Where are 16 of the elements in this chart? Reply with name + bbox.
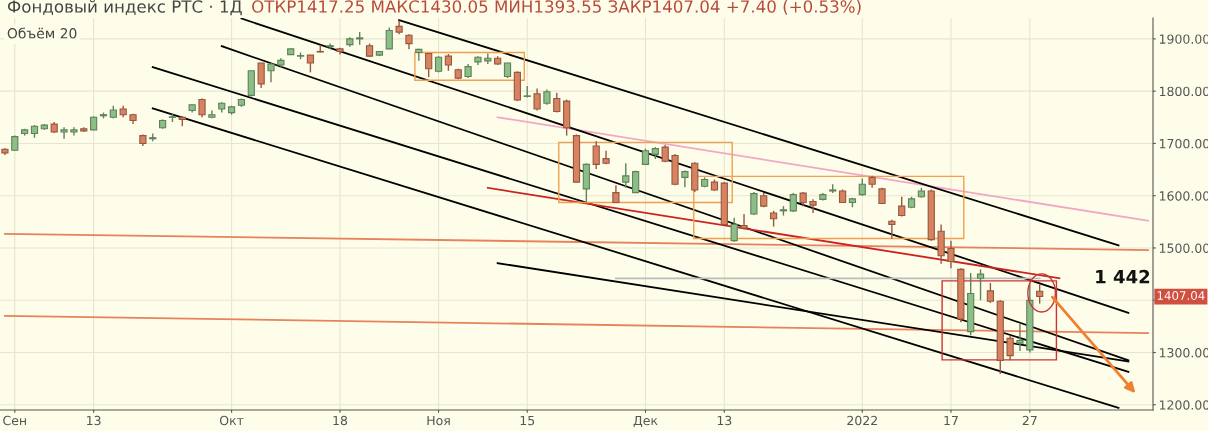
x-tick-label: 18 <box>333 415 348 426</box>
chart-title: Фондовый индекс РТС · 1Д <box>7 0 242 16</box>
x-tick-label: 13 <box>717 415 732 426</box>
text: 1 442 <box>1096 269 1150 284</box>
x-tick-label: Окт <box>219 415 244 426</box>
x-tick-label: Ноя <box>427 415 450 426</box>
text: ОТКР1417.25 МАКС1430.05 МИН1393.55 ЗАКР1407.04 +7.40 (+0.53%) <box>252 0 861 15</box>
x-tick-label: 17 <box>944 415 958 426</box>
x-tick-label: 13 <box>87 415 101 426</box>
x-tick-label: Сен <box>3 415 26 426</box>
x-tick-label: 27 <box>1022 415 1037 426</box>
text: 1407.04 <box>1157 291 1205 300</box>
x-tick-label: Дек <box>633 415 658 428</box>
x-tick-label: 2022 <box>847 415 877 426</box>
annotation: Объём 20 <box>7 27 77 39</box>
x-tick-label: 15 <box>520 415 535 426</box>
